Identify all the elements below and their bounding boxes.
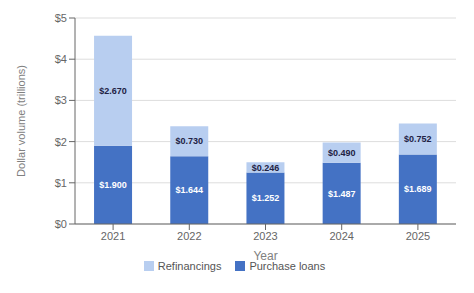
svg-text:2024: 2024 bbox=[329, 230, 353, 242]
svg-text:$1.487: $1.487 bbox=[328, 189, 356, 199]
svg-text:$0.730: $0.730 bbox=[175, 136, 203, 146]
svg-text:$1.689: $1.689 bbox=[404, 184, 432, 194]
html-text:Refinancings: Refinancings bbox=[157, 260, 222, 272]
svg-text:$2.670: $2.670 bbox=[99, 86, 127, 96]
svg-text:$0.490: $0.490 bbox=[328, 148, 356, 158]
svg-text:$4: $4 bbox=[55, 53, 67, 65]
svg-text:$3: $3 bbox=[55, 94, 67, 106]
svg-text:2025: 2025 bbox=[406, 230, 430, 242]
svg-text:$2: $2 bbox=[55, 136, 67, 148]
svg-text:$1.900: $1.900 bbox=[99, 180, 127, 190]
svg-text:$1: $1 bbox=[55, 177, 67, 189]
svg-text:$1.644: $1.644 bbox=[175, 185, 203, 195]
svg-text:$0.752: $0.752 bbox=[404, 134, 432, 144]
svg-text:$0.246: $0.246 bbox=[252, 163, 280, 173]
svg-text:Dollar volume (trillions): Dollar volume (trillions) bbox=[15, 65, 27, 177]
svg-text:Year: Year bbox=[253, 249, 277, 263]
html-text:Purchase loans: Purchase loans bbox=[249, 260, 326, 272]
svg-text:2022: 2022 bbox=[177, 230, 201, 242]
svg-text:$0: $0 bbox=[55, 218, 67, 230]
svg-text:2021: 2021 bbox=[101, 230, 125, 242]
svg-text:$1.252: $1.252 bbox=[252, 193, 280, 203]
svg-text:$5: $5 bbox=[55, 12, 67, 24]
svg-text:2023: 2023 bbox=[253, 230, 277, 242]
